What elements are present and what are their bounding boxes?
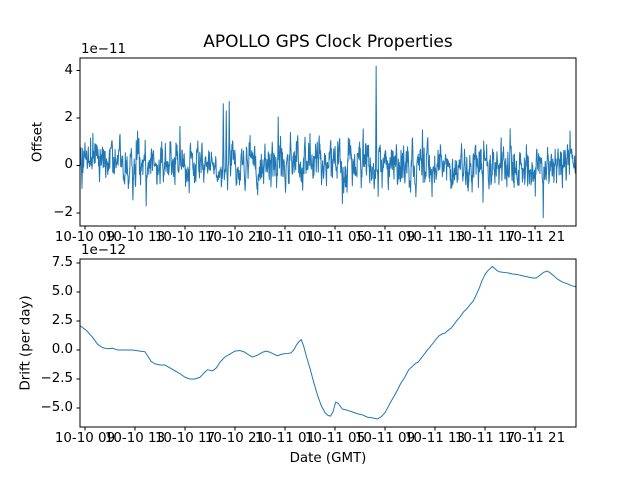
x-tick-label: 10-11 13 (404, 230, 466, 245)
x-tick-label: 10-11 17 (454, 230, 516, 245)
x-tick-label: 10-10 21 (204, 230, 266, 245)
x-tick-label: 10-11 01 (254, 230, 316, 245)
x-tick-label: 10-10 21 (204, 431, 266, 446)
x-tick-label: 10-11 05 (304, 431, 366, 446)
x-tick-label: 10-11 21 (504, 230, 566, 245)
plot-title: APOLLO GPS Clock Properties (203, 32, 453, 52)
y-tick-label: 7.5 (51, 254, 73, 270)
x-axis-label: Date (GMT) (289, 451, 367, 466)
x-tick-label: 10-11 09 (354, 230, 416, 245)
y-tick-label: 5.0 (51, 283, 73, 299)
offset-series-line (79, 65, 577, 219)
y-tick-label: −2 (53, 204, 73, 220)
x-tick-label: 10-10 17 (154, 431, 216, 446)
x-tick-label: 10-10 17 (154, 230, 216, 245)
y-tick-label: −2.5 (40, 370, 73, 386)
y-tick-label: 2 (64, 110, 73, 126)
x-tick-label: 10-10 13 (104, 230, 166, 245)
y-tick-label: 0.0 (51, 341, 73, 357)
x-tick-label: 10-10 09 (54, 230, 116, 245)
axes-frame (79, 258, 577, 428)
x-tick-label: 10-11 17 (454, 431, 516, 446)
x-tick-label: 10-11 01 (254, 431, 316, 446)
x-tick-label: 10-11 05 (304, 230, 366, 245)
axes-frame (79, 57, 577, 227)
offset-axis-scale-label: 1e−11 (81, 42, 127, 57)
y-tick-label: 2.5 (51, 312, 73, 328)
x-tick-label: 10-10 09 (54, 431, 116, 446)
y-tick-label: −5.0 (40, 399, 73, 415)
x-tick-label: 10-11 13 (404, 431, 466, 446)
y-tick-label: 0 (64, 157, 73, 173)
x-tick-label: 10-10 13 (104, 431, 166, 446)
drift-axis-scale-label: 1e−12 (81, 243, 127, 258)
drift-series-line (79, 265, 577, 420)
x-tick-label: 10-11 09 (354, 431, 416, 446)
x-tick-label: 10-11 21 (504, 431, 566, 446)
y-tick-label: 4 (64, 62, 73, 78)
